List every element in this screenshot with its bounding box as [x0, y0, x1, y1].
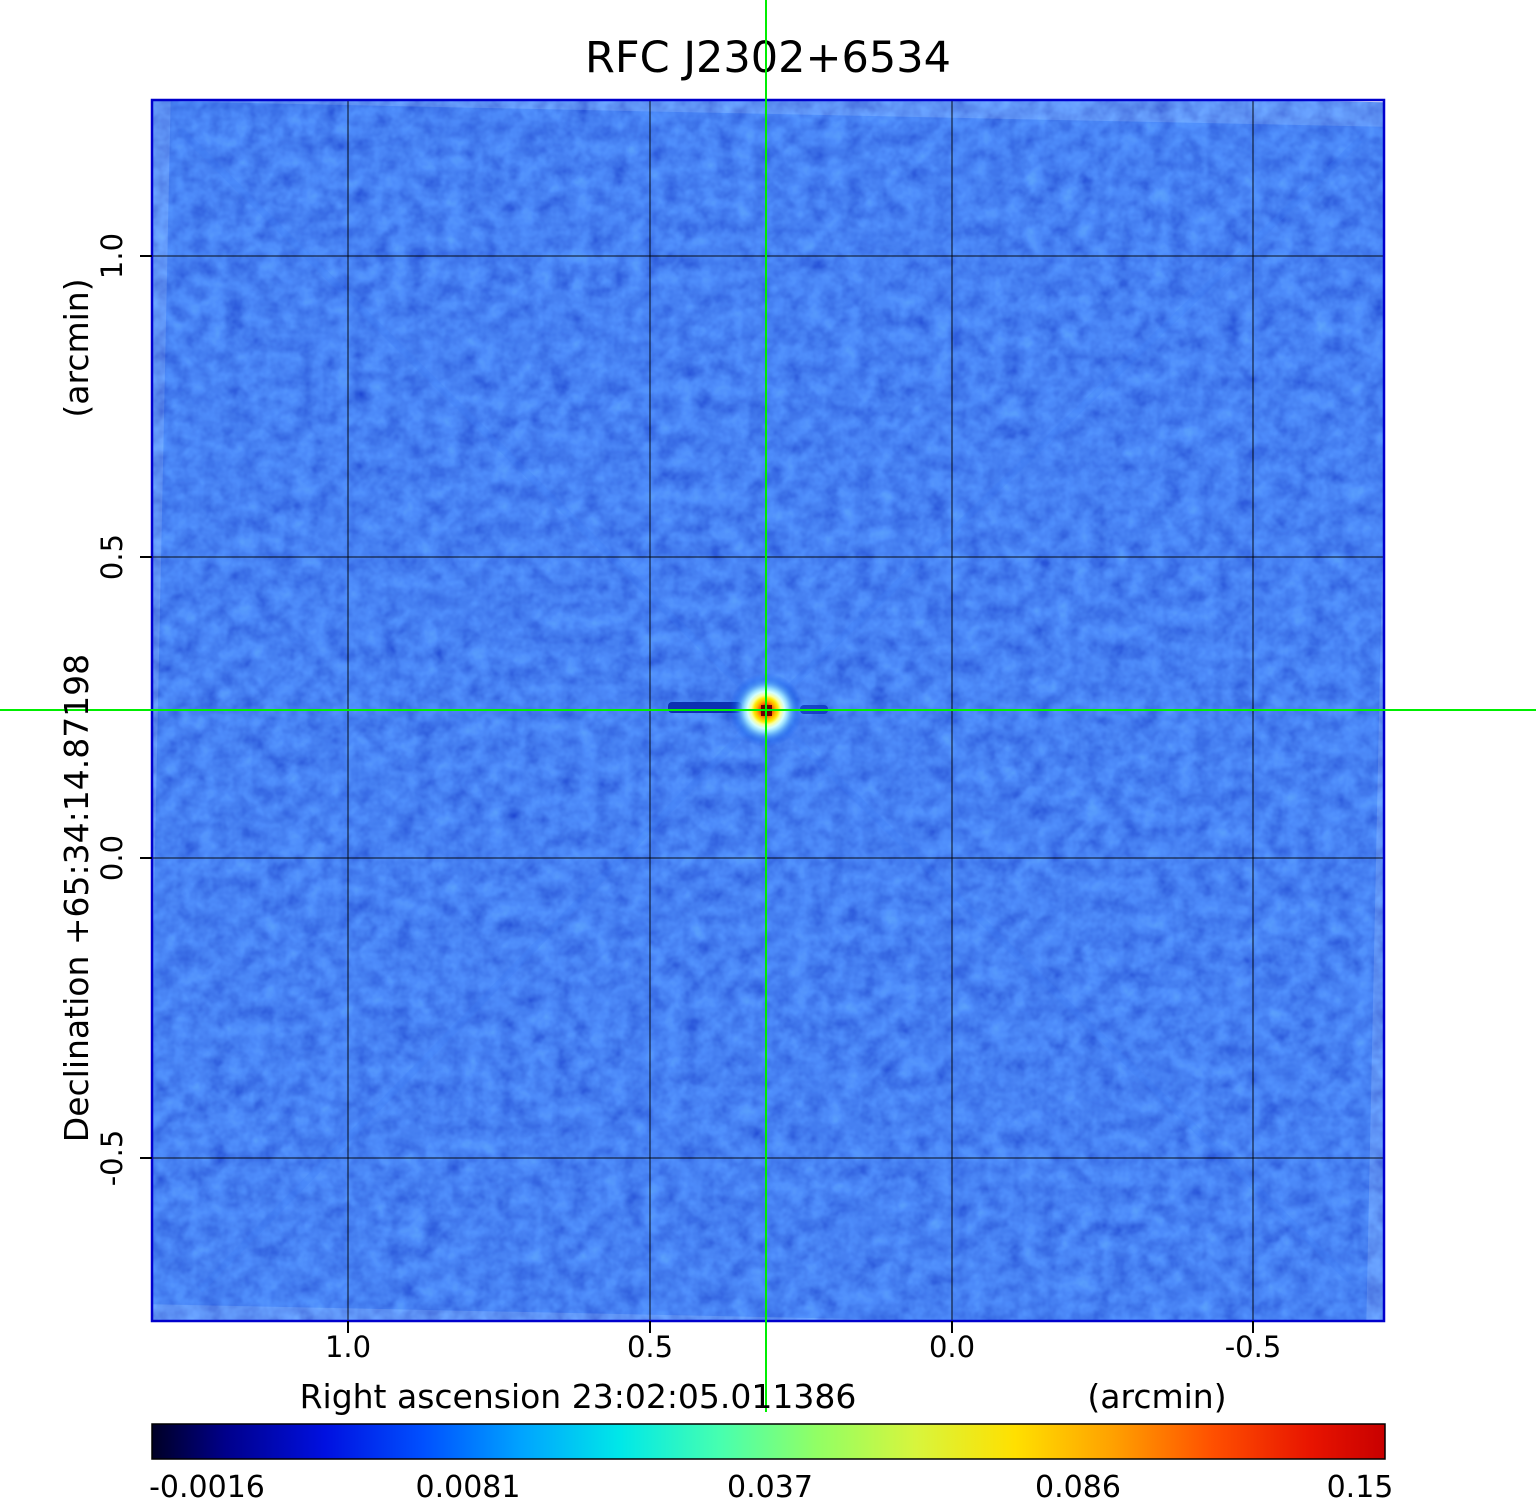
- y-tick-label-2: 0.0: [95, 835, 129, 881]
- x-tick-label-0: 1.0: [325, 1330, 371, 1364]
- colorbar-tick-label-0: -0.0016: [149, 1470, 265, 1505]
- colorbar-tick-label-1: 0.0081: [416, 1470, 521, 1505]
- x-axis-label: Right ascension 23:02:05.011386: [300, 1377, 857, 1416]
- x-axis-unit-label: (arcmin): [1087, 1377, 1226, 1416]
- y-axis-ticks: [140, 255, 152, 1159]
- y-tick-label-3: -0.5: [95, 1130, 129, 1187]
- colorbar-tick-label-4: 0.15: [1327, 1470, 1394, 1505]
- diffraction-ray-sw: [197, 707, 769, 1293]
- y-tick-label-1: 0.5: [95, 534, 129, 580]
- x-axis-ticks: [347, 1321, 1254, 1333]
- colorbar: [151, 1423, 1386, 1460]
- plot-title: RFC J2302+6534: [585, 33, 951, 83]
- map-area: [152, 100, 1384, 1321]
- x-tick-label-1: 0.5: [627, 1330, 673, 1364]
- colorbar-tick-label-3: 0.086: [1035, 1470, 1121, 1505]
- diffraction-ray-nw: [177, 127, 769, 713]
- x-tick-label-3: -0.5: [1225, 1330, 1282, 1364]
- y-tick-label-0: 1.0: [95, 233, 129, 279]
- diffraction-ray-ne: [763, 137, 1363, 713]
- y-axis-unit-label: (arcmin): [57, 278, 96, 417]
- y-axis-label: Declination +65:34:14.87198: [57, 654, 96, 1142]
- colorbar-tick-label-2: 0.037: [727, 1470, 813, 1505]
- x-tick-label-2: 0.0: [929, 1330, 975, 1364]
- grid-horizontal-lines: [152, 255, 1384, 1159]
